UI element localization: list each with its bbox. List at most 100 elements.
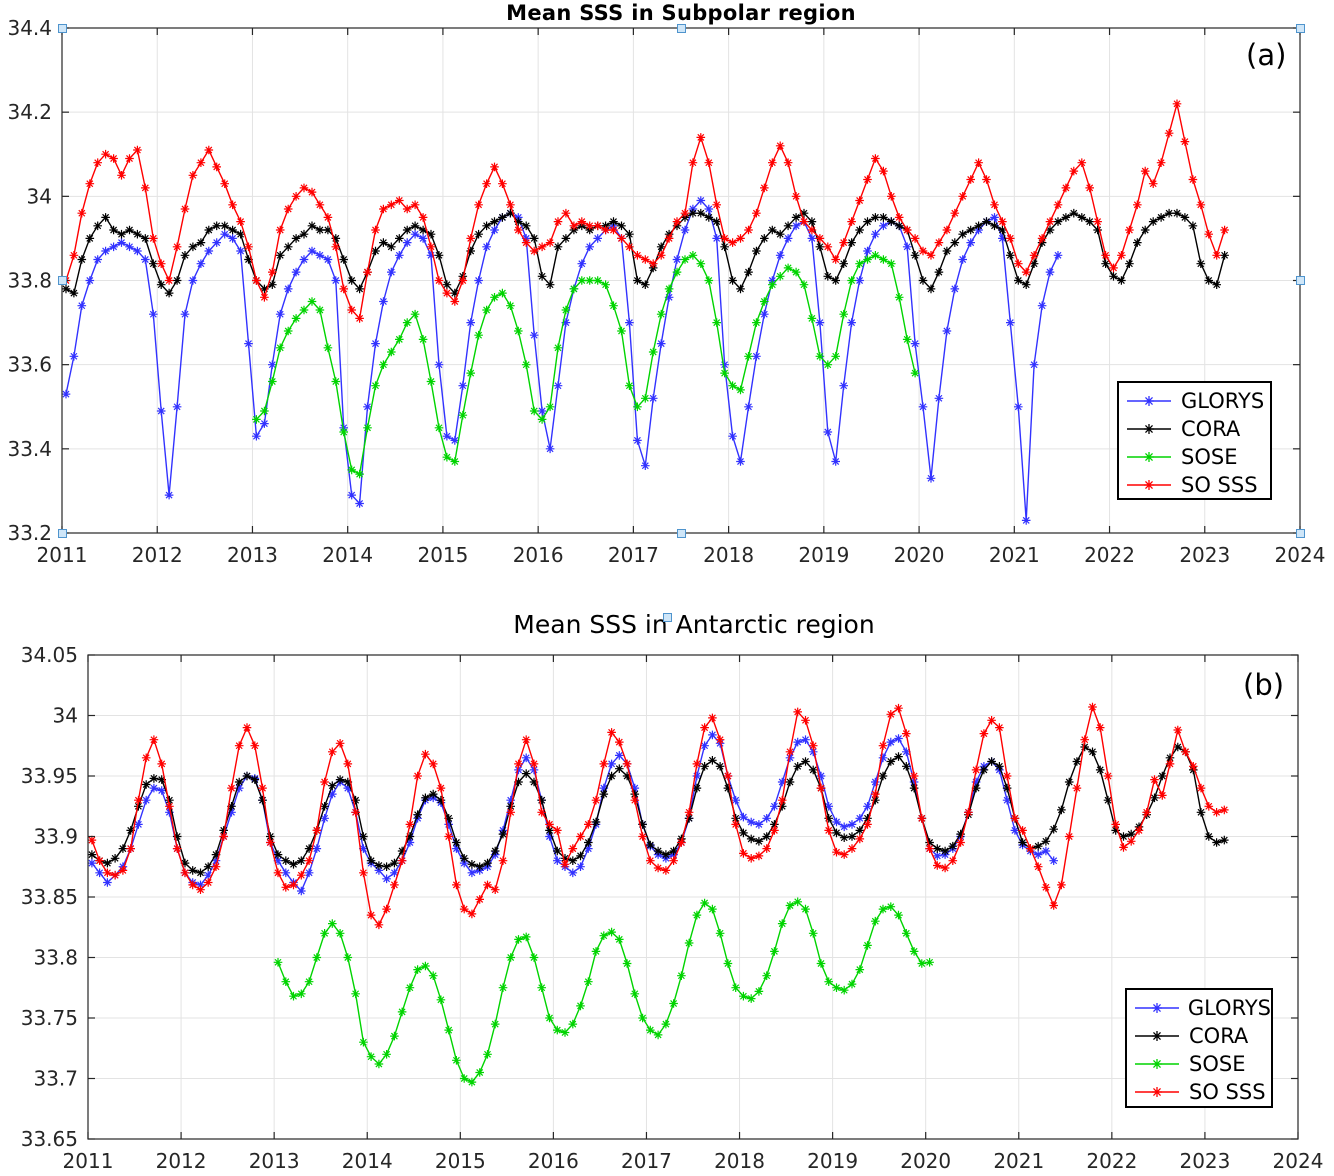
x-tick-label: 2017 bbox=[608, 543, 659, 567]
axes-selection-handle[interactable] bbox=[1295, 275, 1305, 285]
x-tick-label: 2022 bbox=[1086, 1149, 1137, 1173]
axes-selection-handle[interactable] bbox=[1295, 528, 1305, 538]
x-tick-label: 2018 bbox=[703, 543, 754, 567]
legend-item-sose[interactable]: SOSE bbox=[1127, 1050, 1271, 1078]
x-tick-label: 2020 bbox=[894, 543, 945, 567]
x-tick-label: 2023 bbox=[1179, 1149, 1230, 1173]
x-tick-label: 2016 bbox=[513, 543, 564, 567]
legend-asterisk-marker-icon bbox=[1152, 1031, 1162, 1041]
subpolar-chart-title: Mean SSS in Subpolar region bbox=[506, 1, 856, 25]
x-tick-label: 2016 bbox=[528, 1149, 579, 1173]
y-tick-label: 33.85 bbox=[21, 885, 78, 909]
axes-selection-handle[interactable] bbox=[676, 528, 686, 538]
legend-item-glorys[interactable]: GLORYS bbox=[1127, 994, 1271, 1022]
series-markers-sose bbox=[252, 251, 920, 479]
axes-selection-handle[interactable] bbox=[662, 612, 672, 622]
legend-item-glorys[interactable]: GLORYS bbox=[1119, 387, 1270, 415]
legend-asterisk-marker-icon bbox=[1144, 424, 1154, 434]
legend-label: SO SSS bbox=[1181, 472, 1258, 497]
legend-line-sample bbox=[1127, 424, 1171, 434]
x-tick-label: 2019 bbox=[807, 1149, 858, 1173]
legend-label: SO SSS bbox=[1189, 1079, 1266, 1104]
axes-selection-handle[interactable] bbox=[1295, 23, 1305, 33]
legend-item-cora[interactable]: CORA bbox=[1127, 1022, 1271, 1050]
legend-label: CORA bbox=[1181, 416, 1241, 441]
series-markers-cora bbox=[88, 742, 1229, 878]
x-tick-label: 2022 bbox=[1084, 543, 1135, 567]
legend-item-sose[interactable]: SOSE bbox=[1119, 443, 1270, 471]
axes-selection-handle[interactable] bbox=[57, 23, 67, 33]
y-tick-label: 34 bbox=[27, 184, 52, 208]
axes-selection-handle[interactable] bbox=[57, 275, 67, 285]
x-tick-label: 2014 bbox=[322, 543, 373, 567]
x-tick-label: 2014 bbox=[342, 1149, 393, 1173]
legend-asterisk-marker-icon bbox=[1152, 1059, 1162, 1069]
legend-label: GLORYS bbox=[1187, 995, 1271, 1020]
x-tick-label: 2021 bbox=[993, 1149, 1044, 1173]
legend-item-so-sss[interactable]: SO SSS bbox=[1119, 471, 1270, 499]
legend-asterisk-marker-icon bbox=[1152, 1003, 1162, 1013]
x-tick-label: 2023 bbox=[1179, 543, 1230, 567]
legend-asterisk-marker-icon bbox=[1144, 396, 1154, 406]
panel-subpolar: 2011 2012 2013 2014 2015 2016 2017 2018 2019 2020… bbox=[7, 16, 1325, 567]
x-tick-label: 2017 bbox=[621, 1149, 672, 1173]
legend-line-sample bbox=[1127, 396, 1171, 406]
y-tick-label: 33.4 bbox=[7, 437, 52, 461]
legend-line-sample bbox=[1135, 1087, 1179, 1097]
panel-antarctic: 2011 2012 2013 2014 2015 2016 2017 2018 2019 2020… bbox=[21, 643, 1324, 1173]
x-tick-label: 2020 bbox=[900, 1149, 951, 1173]
y-tick-label: 34 bbox=[53, 704, 78, 728]
legend-asterisk-marker-icon bbox=[1144, 480, 1154, 490]
panel-label-a: (a) bbox=[1246, 38, 1287, 72]
y-tick-label: 33.9 bbox=[33, 825, 78, 849]
y-tick-label: 33.8 bbox=[33, 946, 78, 970]
x-tick-label: 2013 bbox=[227, 543, 278, 567]
x-tick-label: 2024 bbox=[1273, 1149, 1324, 1173]
x-tick-label: 2013 bbox=[249, 1149, 300, 1173]
x-tick-label: 2012 bbox=[132, 543, 183, 567]
legend-line-sample bbox=[1135, 1003, 1179, 1013]
y-tick-label: 34.05 bbox=[21, 643, 78, 667]
legend-label: CORA bbox=[1189, 1023, 1249, 1048]
legend-label: GLORYS bbox=[1181, 388, 1265, 413]
legend-item-so-sss[interactable]: SO SSS bbox=[1127, 1078, 1271, 1106]
series-line-sose bbox=[277, 900, 930, 1083]
y-tick-label: 33.75 bbox=[21, 1006, 78, 1030]
axes-selection-handle[interactable] bbox=[57, 528, 67, 538]
legend-asterisk-marker-icon bbox=[1152, 1087, 1162, 1097]
y-tick-label: 34.2 bbox=[7, 100, 52, 124]
legend-line-sample bbox=[1135, 1031, 1179, 1041]
legend-item-cora[interactable]: CORA bbox=[1119, 415, 1270, 443]
x-tick-label: 2012 bbox=[156, 1149, 207, 1173]
x-tick-label: 2015 bbox=[435, 1149, 486, 1173]
x-tick-label: 2015 bbox=[417, 543, 468, 567]
y-tick-label: 33.2 bbox=[7, 521, 52, 545]
series-markers-so-sss bbox=[62, 99, 1229, 323]
legend-line-sample bbox=[1127, 452, 1171, 462]
x-tick-label: 2018 bbox=[714, 1149, 765, 1173]
legend-subpolar[interactable]: GLORYS CORA SOSE SO SSS bbox=[1117, 381, 1272, 500]
axes-selection-handle[interactable] bbox=[676, 23, 686, 33]
x-tick-label: 2011 bbox=[63, 1149, 114, 1173]
x-tick-label: 2021 bbox=[989, 543, 1040, 567]
legend-line-sample bbox=[1127, 480, 1171, 490]
y-tick-label: 33.8 bbox=[7, 269, 52, 293]
y-tick-label: 34.4 bbox=[7, 16, 52, 40]
y-tick-label: 33.65 bbox=[21, 1127, 78, 1151]
series-line-glorys bbox=[91, 733, 1055, 893]
legend-line-sample bbox=[1135, 1059, 1179, 1069]
y-tick-label: 33.95 bbox=[21, 764, 78, 788]
legend-asterisk-marker-icon bbox=[1144, 452, 1154, 462]
legend-antarctic[interactable]: GLORYS CORA SOSE SO SSS bbox=[1125, 988, 1273, 1108]
y-tick-label: 33.6 bbox=[7, 353, 52, 377]
antarctic-chart-title: Mean SSS in Antarctic region bbox=[513, 610, 875, 639]
series-markers-so-sss bbox=[88, 702, 1229, 930]
legend-label: SOSE bbox=[1189, 1051, 1246, 1076]
legend-label: SOSE bbox=[1181, 444, 1238, 469]
y-tick-label: 33.7 bbox=[33, 1067, 78, 1091]
series-line-so-sss bbox=[91, 704, 1225, 927]
x-tick-label: 2024 bbox=[1275, 543, 1326, 567]
x-tick-label: 2011 bbox=[37, 543, 88, 567]
x-tick-label: 2019 bbox=[798, 543, 849, 567]
